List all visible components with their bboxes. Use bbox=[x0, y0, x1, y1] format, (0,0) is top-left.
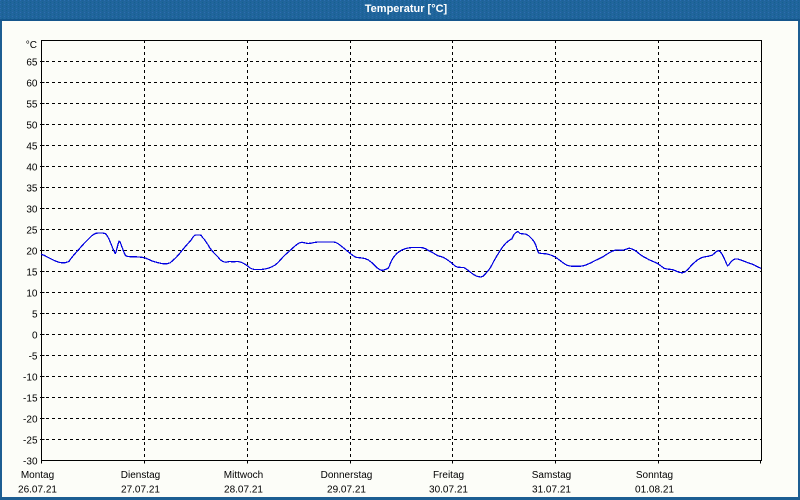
svg-text:35: 35 bbox=[26, 184, 38, 195]
svg-text:°C: °C bbox=[26, 40, 37, 51]
svg-text:-20: -20 bbox=[23, 415, 38, 426]
svg-text:Mittwoch: Mittwoch bbox=[224, 470, 263, 481]
svg-text:-30: -30 bbox=[23, 457, 38, 468]
svg-text:28.07.21: 28.07.21 bbox=[224, 485, 263, 496]
svg-text:01.08.21: 01.08.21 bbox=[635, 485, 674, 496]
svg-text:29.07.21: 29.07.21 bbox=[327, 485, 366, 496]
svg-text:40: 40 bbox=[26, 163, 38, 174]
svg-text:30.07.21: 30.07.21 bbox=[429, 485, 468, 496]
svg-text:Samstag: Samstag bbox=[532, 470, 571, 481]
svg-text:-10: -10 bbox=[23, 373, 38, 384]
svg-text:27.07.21: 27.07.21 bbox=[121, 485, 160, 496]
svg-text:15: 15 bbox=[26, 268, 38, 279]
svg-text:50: 50 bbox=[26, 121, 38, 132]
svg-text:-5: -5 bbox=[29, 352, 38, 363]
svg-text:26.07.21: 26.07.21 bbox=[18, 485, 57, 496]
svg-text:10: 10 bbox=[26, 289, 38, 300]
svg-text:45: 45 bbox=[26, 142, 38, 153]
svg-text:30: 30 bbox=[26, 205, 38, 216]
svg-text:0: 0 bbox=[32, 331, 38, 342]
svg-text:31.07.21: 31.07.21 bbox=[532, 485, 571, 496]
svg-text:-15: -15 bbox=[23, 394, 38, 405]
svg-text:55: 55 bbox=[26, 100, 38, 111]
svg-text:Sonntag: Sonntag bbox=[636, 470, 673, 481]
svg-text:Freitag: Freitag bbox=[433, 470, 464, 481]
svg-text:Montag: Montag bbox=[21, 470, 54, 481]
svg-text:Donnerstag: Donnerstag bbox=[321, 470, 373, 481]
svg-text:5: 5 bbox=[32, 310, 38, 321]
svg-text:25: 25 bbox=[26, 226, 38, 237]
svg-text:Dienstag: Dienstag bbox=[121, 470, 160, 481]
svg-text:65: 65 bbox=[26, 58, 38, 69]
svg-text:Temperatur [°C]: Temperatur [°C] bbox=[365, 3, 448, 15]
svg-text:60: 60 bbox=[26, 79, 38, 90]
svg-text:-25: -25 bbox=[23, 436, 38, 447]
svg-text:20: 20 bbox=[26, 247, 38, 258]
